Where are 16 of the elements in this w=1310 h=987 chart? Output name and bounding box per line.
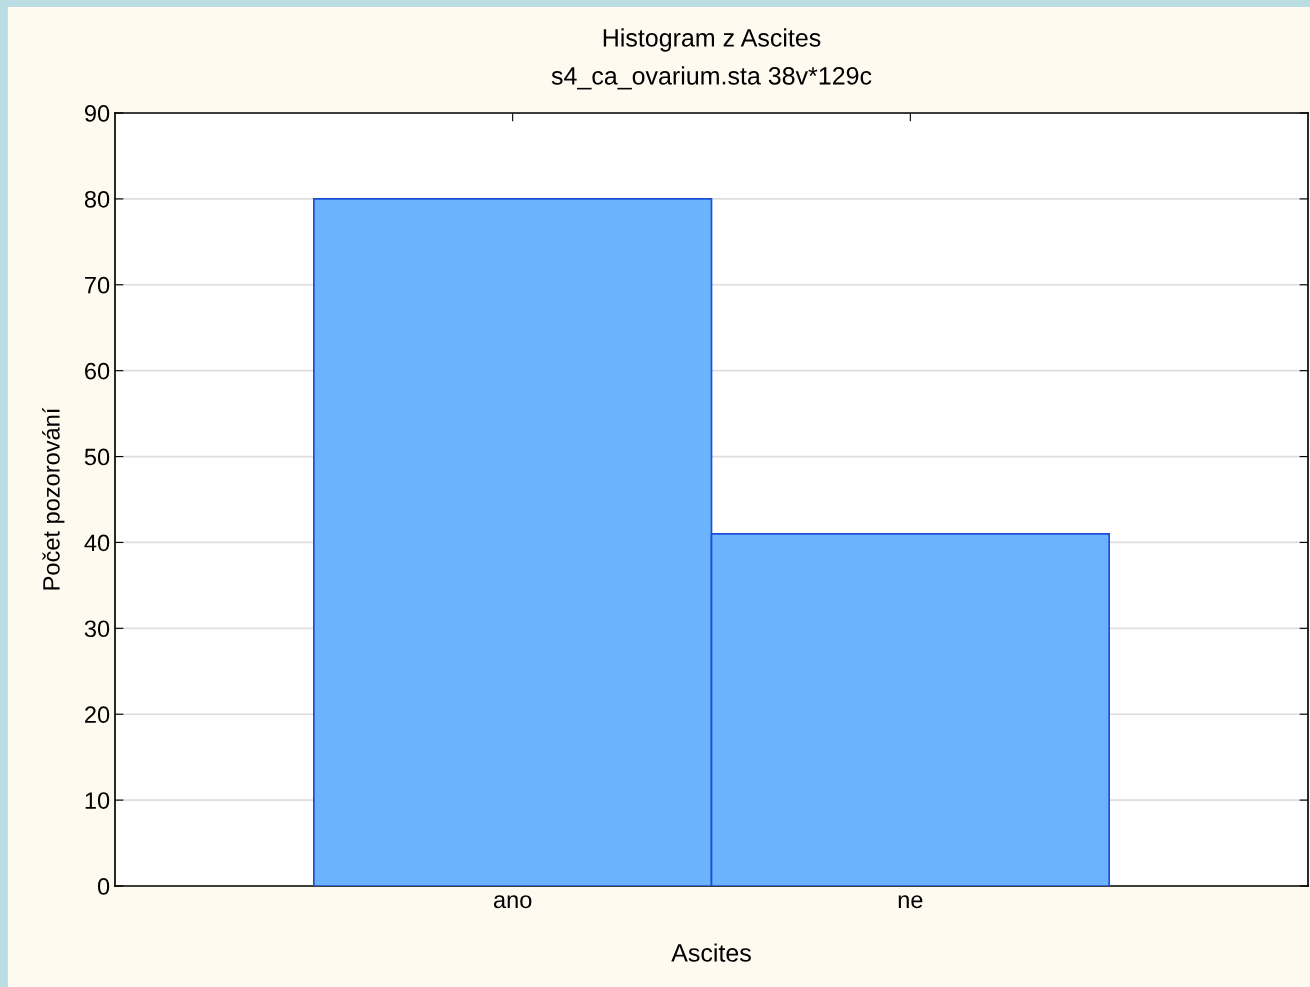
y-tick-label: 0: [97, 878, 110, 895]
chart-title: Histogram z Ascites: [603, 28, 821, 52]
y-tick-label: 50: [84, 448, 110, 466]
x-axis-title: Ascites: [671, 943, 751, 962]
y-tick-label: 70: [85, 276, 110, 294]
y-tick-label: 30: [84, 620, 110, 638]
y-tick-label: 60: [85, 362, 110, 380]
x-tick-label: ne: [898, 895, 923, 909]
y-tick-label: 20: [85, 706, 110, 724]
y-tick-label: 80: [84, 190, 110, 208]
y-tick-label: 40: [84, 534, 110, 552]
y-tick-label: 10: [85, 792, 110, 809]
chart-subtitle: s4_ca_ovarium.sta 38v*129c: [551, 66, 872, 90]
y-axis-title: Počet pozorování: [42, 407, 65, 590]
y-tick-label: 90: [84, 105, 110, 122]
x-tick-label: ano: [493, 895, 532, 909]
